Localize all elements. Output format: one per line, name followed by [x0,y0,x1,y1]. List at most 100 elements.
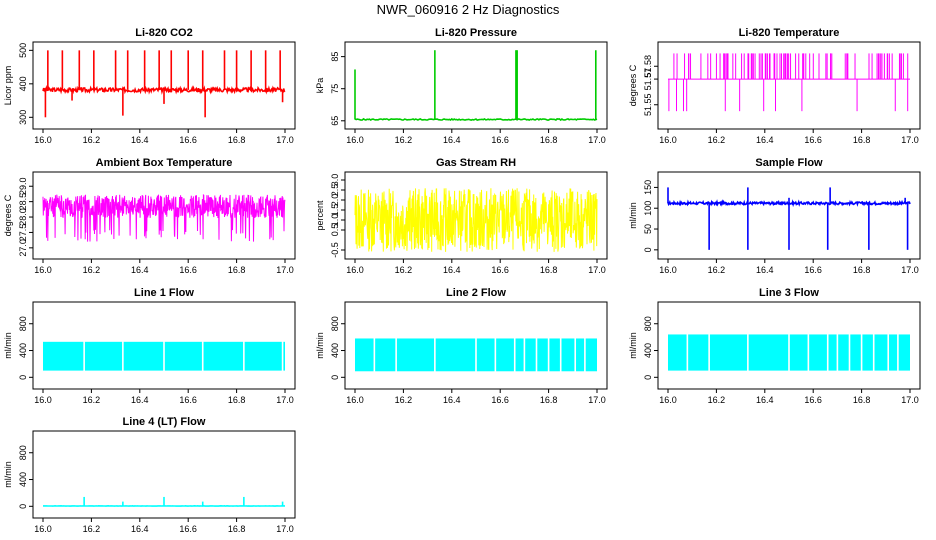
panel-title: Line 1 Flow [134,287,194,299]
series-line2 [355,337,597,373]
panel-licor-temp: Li-820 Temperature 16.0 16.2 16.4 16.6 16.8 17… [628,27,921,145]
x-tick-label: 16.8 [540,265,558,275]
panel-title: Line 2 Flow [446,287,506,299]
x-tick-label: 16.6 [804,265,822,275]
y-tick-label: 0 [643,247,653,252]
x-tick-label: 16.6 [179,265,197,275]
panel-line4: Line 4 (LT) Flow 16.0 16.2 16.4 16.6 16.8 17.0… [3,416,296,534]
x-tick-label: 16.8 [853,395,871,405]
plot-frame [32,41,296,130]
panel-box-temp: Ambient Box Temperature 16.0 16.2 16.4 16.6 1… [3,157,296,275]
y-tick-label: 100 [643,201,653,216]
x-tick-label: 16.8 [228,524,246,534]
series-pressure [354,50,598,122]
x-tick-label: 16.4 [443,135,461,145]
x-tick-label: 16.2 [83,135,101,145]
panel-title: Li-820 Temperature [739,27,840,39]
x-tick-label: 16.0 [34,265,52,275]
y-tick-label: 0 [330,375,340,380]
x-tick-label: 16.0 [346,265,364,275]
y-tick-label: 50 [643,224,653,234]
x-tick-label: 17.0 [276,135,294,145]
y-axis-label: degrees C [3,194,13,236]
y-tick-label: 800 [330,316,340,331]
x-tick-label: 16.4 [756,135,774,145]
panel-line3: Line 3 Flow 16.0 16.2 16.4 16.6 16.8 17.0 0 400 8… [628,287,921,405]
panel-pressure: Li-820 Pressure 16.0 16.2 16.4 16.6 16.8 17.0 6… [315,27,608,145]
x-tick-label: 16.4 [756,395,774,405]
series-sample-flow [667,187,911,250]
series-line [354,188,598,252]
y-axis-label: ml/min [628,202,638,229]
y-tick-label: 400 [330,343,340,358]
y-tick-label: 300 [18,110,28,125]
series-gas-rh [354,188,598,252]
y-axis-label: ml/min [628,332,638,359]
panel-line2: Line 2 Flow 16.0 16.2 16.4 16.6 16.8 17.0 0 400 8… [315,287,608,405]
y-tick-label: 29.0 [18,177,28,195]
y-tick-label: 0.5 [330,224,340,237]
y-tick-label: 800 [643,316,653,331]
x-tick-label: 16.0 [346,395,364,405]
x-tick-label: 17.0 [901,395,919,405]
y-tick-label: -0.5 [330,242,340,258]
y-tick-label: 28.0 [18,208,28,226]
x-tick-label: 16.4 [131,395,149,405]
panel-co2: Li-820 CO2 16.0 16.2 16.4 16.6 16.8 17.0 300 400… [3,27,296,145]
x-tick-label: 17.0 [901,265,919,275]
y-axis-label: percent [315,200,325,231]
x-tick-label: 16.6 [491,265,509,275]
series-licor-temp [668,53,910,112]
plot-frame [344,41,608,130]
x-tick-label: 16.4 [756,265,774,275]
panel-title: Sample Flow [755,157,823,169]
x-tick-label: 16.2 [395,395,413,405]
panel-line1: Line 1 Flow 16.0 16.2 16.4 16.6 16.8 17.0 0 400 8… [3,287,296,405]
y-tick-label: 51.55 [643,93,653,116]
x-tick-label: 16.8 [228,395,246,405]
plot-frame [657,301,921,390]
plot-frame [32,171,296,260]
plot-frame [344,171,608,260]
x-tick-label: 16.4 [131,524,149,534]
x-tick-label: 16.8 [228,265,246,275]
x-tick-label: 16.2 [83,265,101,275]
y-tick-label: 51.57 [643,68,653,91]
y-tick-label: 27.5 [18,224,28,242]
x-tick-label: 16.8 [540,135,558,145]
x-tick-label: 17.0 [276,524,294,534]
x-tick-label: 17.0 [588,265,606,275]
x-tick-label: 17.0 [588,395,606,405]
panel-title: Li-820 Pressure [435,27,517,39]
y-tick-label: 500 [18,43,28,58]
y-axis-label: ml/min [3,332,13,359]
x-tick-label: 16.0 [659,135,677,145]
y-tick-label: 1.0 [330,214,340,227]
x-tick-label: 16.0 [346,135,364,145]
y-tick-label: 0 [643,375,653,380]
series-line [42,84,286,95]
x-tick-label: 16.6 [179,135,197,145]
y-axis-label: kPa [315,78,325,94]
x-tick-label: 16.2 [83,395,101,405]
x-tick-label: 16.2 [708,135,726,145]
x-tick-label: 16.6 [804,395,822,405]
y-axis-label: Licor ppm [3,66,13,106]
y-tick-label: 3.0 [330,174,340,187]
panel-sample-flow: Sample Flow 16.0 16.2 16.4 16.6 16.8 17.0 0 50 10… [628,157,921,275]
y-tick-label: 85 [330,52,340,62]
plot-frame [657,171,921,260]
x-tick-label: 17.0 [276,395,294,405]
x-tick-label: 17.0 [276,265,294,275]
x-tick-label: 16.6 [804,135,822,145]
x-tick-label: 16.2 [708,395,726,405]
x-tick-label: 16.8 [228,135,246,145]
figure-title: NWR_060916 2 Hz Diagnostics [376,2,560,17]
y-tick-label: 400 [18,472,28,487]
series-box-temp [42,194,286,242]
panel-title: Line 4 (LT) Flow [123,416,206,428]
y-tick-label: 0 [18,504,28,509]
x-tick-label: 16.0 [659,265,677,275]
x-tick-label: 16.2 [395,135,413,145]
y-tick-label: 65 [330,116,340,126]
